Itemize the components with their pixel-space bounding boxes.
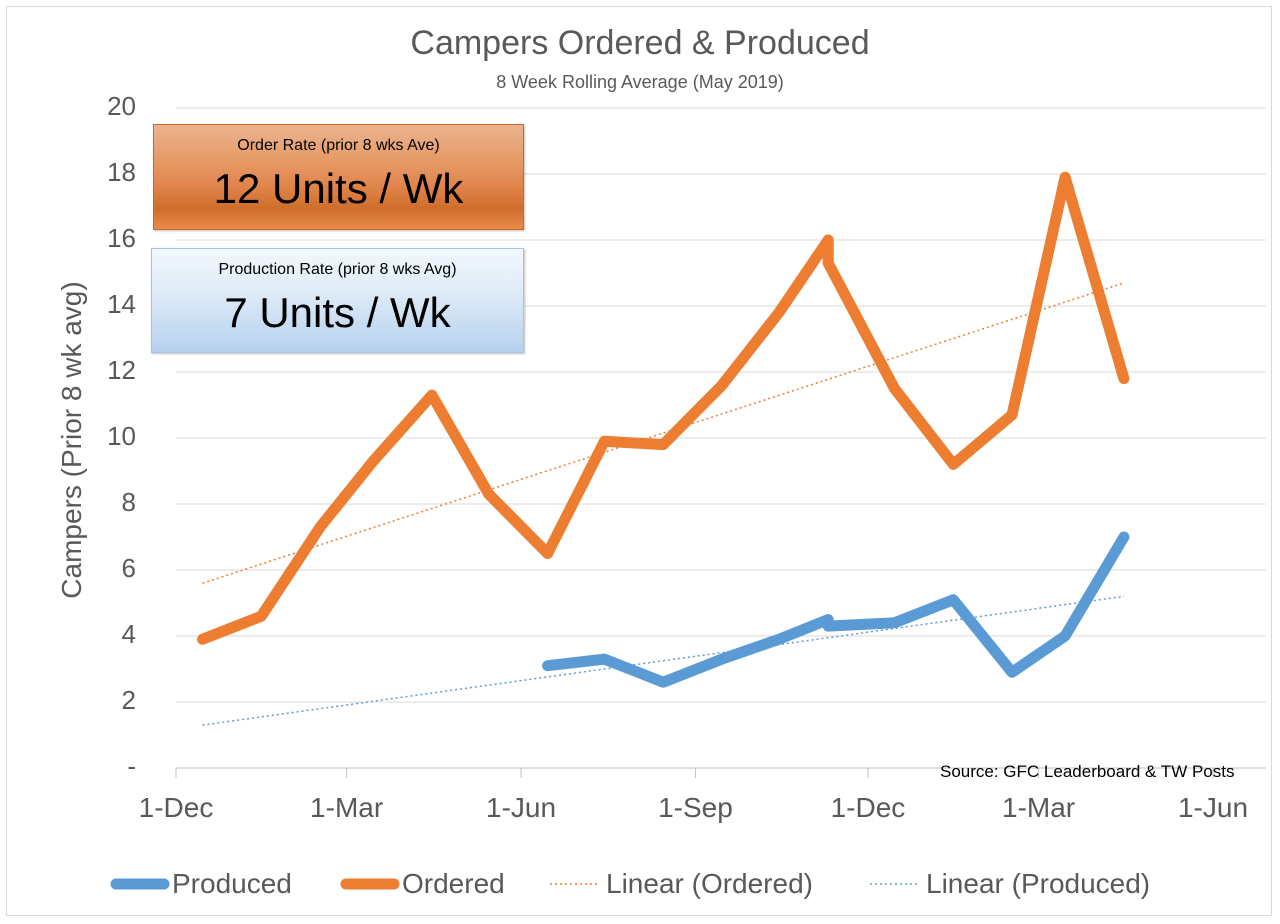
legend-label: Linear (Ordered) [606,868,813,899]
order-rate-label: Order Rate (prior 8 wks Ave) [237,137,440,154]
y-tick-label: 10 [107,421,136,451]
x-tick-label: 1-Mar [1002,792,1076,823]
production-rate-box: Production Rate (prior 8 wks Avg) 7 Unit… [151,248,524,353]
y-tick-label: 18 [107,157,136,187]
x-tick-label: 1-Jun [1177,792,1249,823]
y-tick-label: 8 [121,487,136,517]
y-tick-label: 14 [107,289,136,319]
trendline [202,595,1125,726]
production-rate-label: Production Rate (prior 8 wks Avg) [218,261,457,278]
x-tick-label: 1-Mar [310,792,384,823]
order-rate-value: 12 Units / Wk [213,165,464,212]
y-tick-label: 6 [121,553,136,583]
y-tick-label: - [127,751,136,781]
series-line [542,531,1130,688]
x-tick-label: 1-Jun [486,792,557,823]
x-tick-label: 1-Dec [138,792,214,823]
series-lines [197,171,1130,688]
chart-title: Campers Ordered & Produced [410,24,870,62]
x-tick-label: 1-Sep [658,792,733,823]
order-rate-box: Order Rate (prior 8 wks Ave) 12 Units / … [153,124,524,230]
x-tick-label: 1-Dec [830,792,906,823]
production-rate-value: 7 Units / Wk [224,289,451,336]
y-tick-label: 20 [107,91,136,121]
y-tick-label: 2 [121,685,136,715]
source-note: Source: GFC Leaderboard & TW Posts [940,762,1235,781]
x-axis [175,768,1214,778]
chart-subtitle: 8 Week Rolling Average (May 2019) [496,72,784,92]
legend-label: Produced [172,868,292,899]
trendline [202,282,1125,584]
y-tick-label: 16 [107,223,136,253]
legend-label: Linear (Produced) [926,868,1151,899]
y-tick-label: 4 [121,619,136,649]
y-tick-label: 12 [107,355,136,385]
legend-label: Ordered [402,868,505,899]
series-line [197,171,1130,645]
